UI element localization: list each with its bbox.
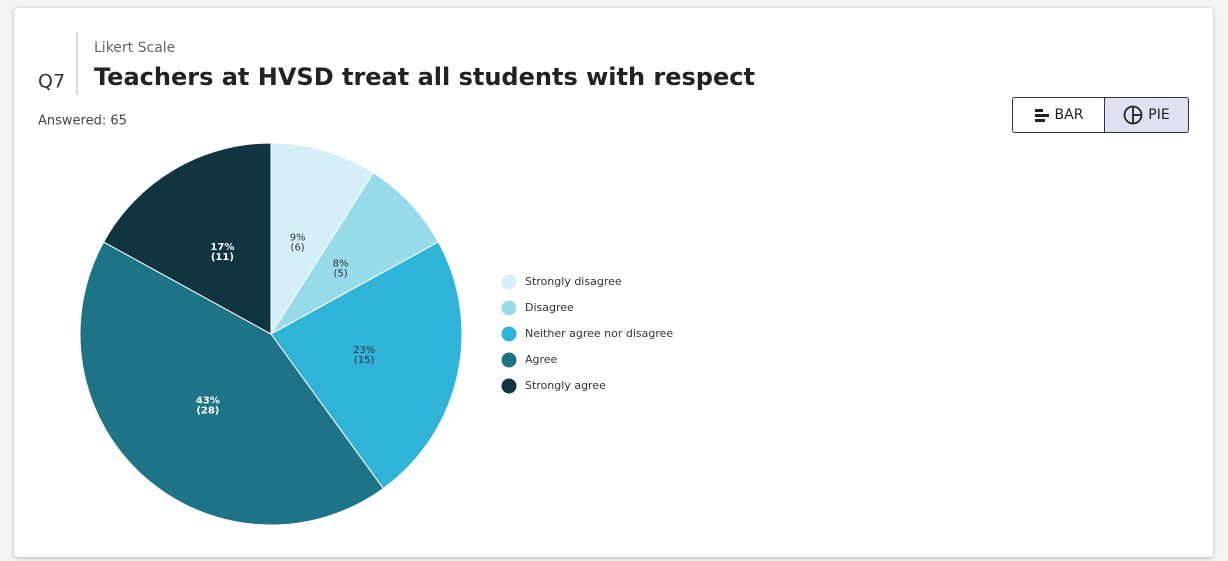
- pie-slice: [79, 241, 384, 526]
- pie-slice: [102, 142, 272, 335]
- pie-slice: [270, 172, 440, 335]
- slice-percent-label: 23%: [353, 345, 375, 356]
- slice-count-label: (15): [354, 355, 375, 366]
- legend-swatch: [501, 352, 517, 368]
- legend-label: Strongly agree: [525, 379, 606, 392]
- pie-label: PIE: [1148, 107, 1170, 123]
- pie-chart: 9%(6) 8%(5) 23%(15) 43%(28) 17%(11): [79, 142, 463, 526]
- slice-percent-label: 17%: [210, 242, 234, 253]
- bar-label: BAR: [1054, 107, 1084, 123]
- legend-label: Disagree: [525, 301, 574, 314]
- slice-count-label: (6): [291, 242, 305, 253]
- legend: Strongly disagree Disagree Neither agree n…: [501, 274, 673, 394]
- slice-count-label: (11): [211, 252, 234, 263]
- slice-percent-label: 9%: [290, 232, 306, 243]
- legend-label: Agree: [525, 353, 558, 366]
- legend-swatch: [501, 274, 517, 290]
- answered-count: Answered: 65: [38, 114, 127, 129]
- slice-percent-label: 8%: [333, 259, 349, 270]
- legend-swatch: [501, 378, 517, 394]
- legend-label: Strongly disagree: [525, 275, 622, 288]
- pie-icon: [1123, 105, 1143, 125]
- legend-swatch: [501, 300, 517, 316]
- legend-label: Neither agree nor disagree: [525, 327, 673, 340]
- question-kind: Likert Scale: [94, 40, 175, 56]
- bar-icon: [1034, 109, 1049, 122]
- bar-toggle[interactable]: BAR: [1012, 97, 1105, 133]
- pie-toggle[interactable]: PIE: [1104, 97, 1189, 133]
- pie-slice: [270, 241, 463, 490]
- slice-count-label: (5): [334, 269, 348, 280]
- pie-slice: [270, 142, 375, 336]
- question-number: Q7: [38, 71, 65, 93]
- slice-percent-label: 43%: [196, 396, 220, 407]
- question-title: Teachers at HVSD treat all students with…: [94, 63, 755, 91]
- slice-count-label: (28): [196, 406, 219, 417]
- legend-swatch: [501, 326, 517, 342]
